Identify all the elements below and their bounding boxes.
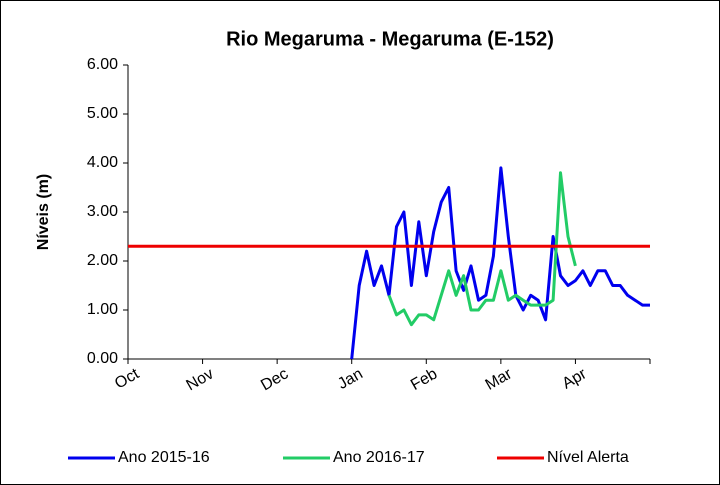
series-line — [387, 171, 577, 327]
legend-label: Nível Alerta — [547, 449, 629, 466]
legend-label: Ano 2016-17 — [333, 449, 425, 466]
y-axis-label: Níveis (m) — [35, 174, 52, 250]
y-tick-label: 2.00 — [87, 252, 118, 269]
y-tick-label: 0.00 — [87, 350, 118, 367]
series-line — [350, 166, 650, 360]
y-tick-label: 4.00 — [87, 154, 118, 171]
y-tick-label: 1.00 — [87, 301, 118, 318]
legend-label: Ano 2015-16 — [118, 449, 210, 466]
y-tick-label: 3.00 — [87, 203, 118, 220]
y-tick-label: 6.00 — [87, 56, 118, 73]
chart-title: Rio Megaruma - Megaruma (E-152) — [226, 28, 554, 50]
y-tick-label: 5.00 — [87, 105, 118, 122]
